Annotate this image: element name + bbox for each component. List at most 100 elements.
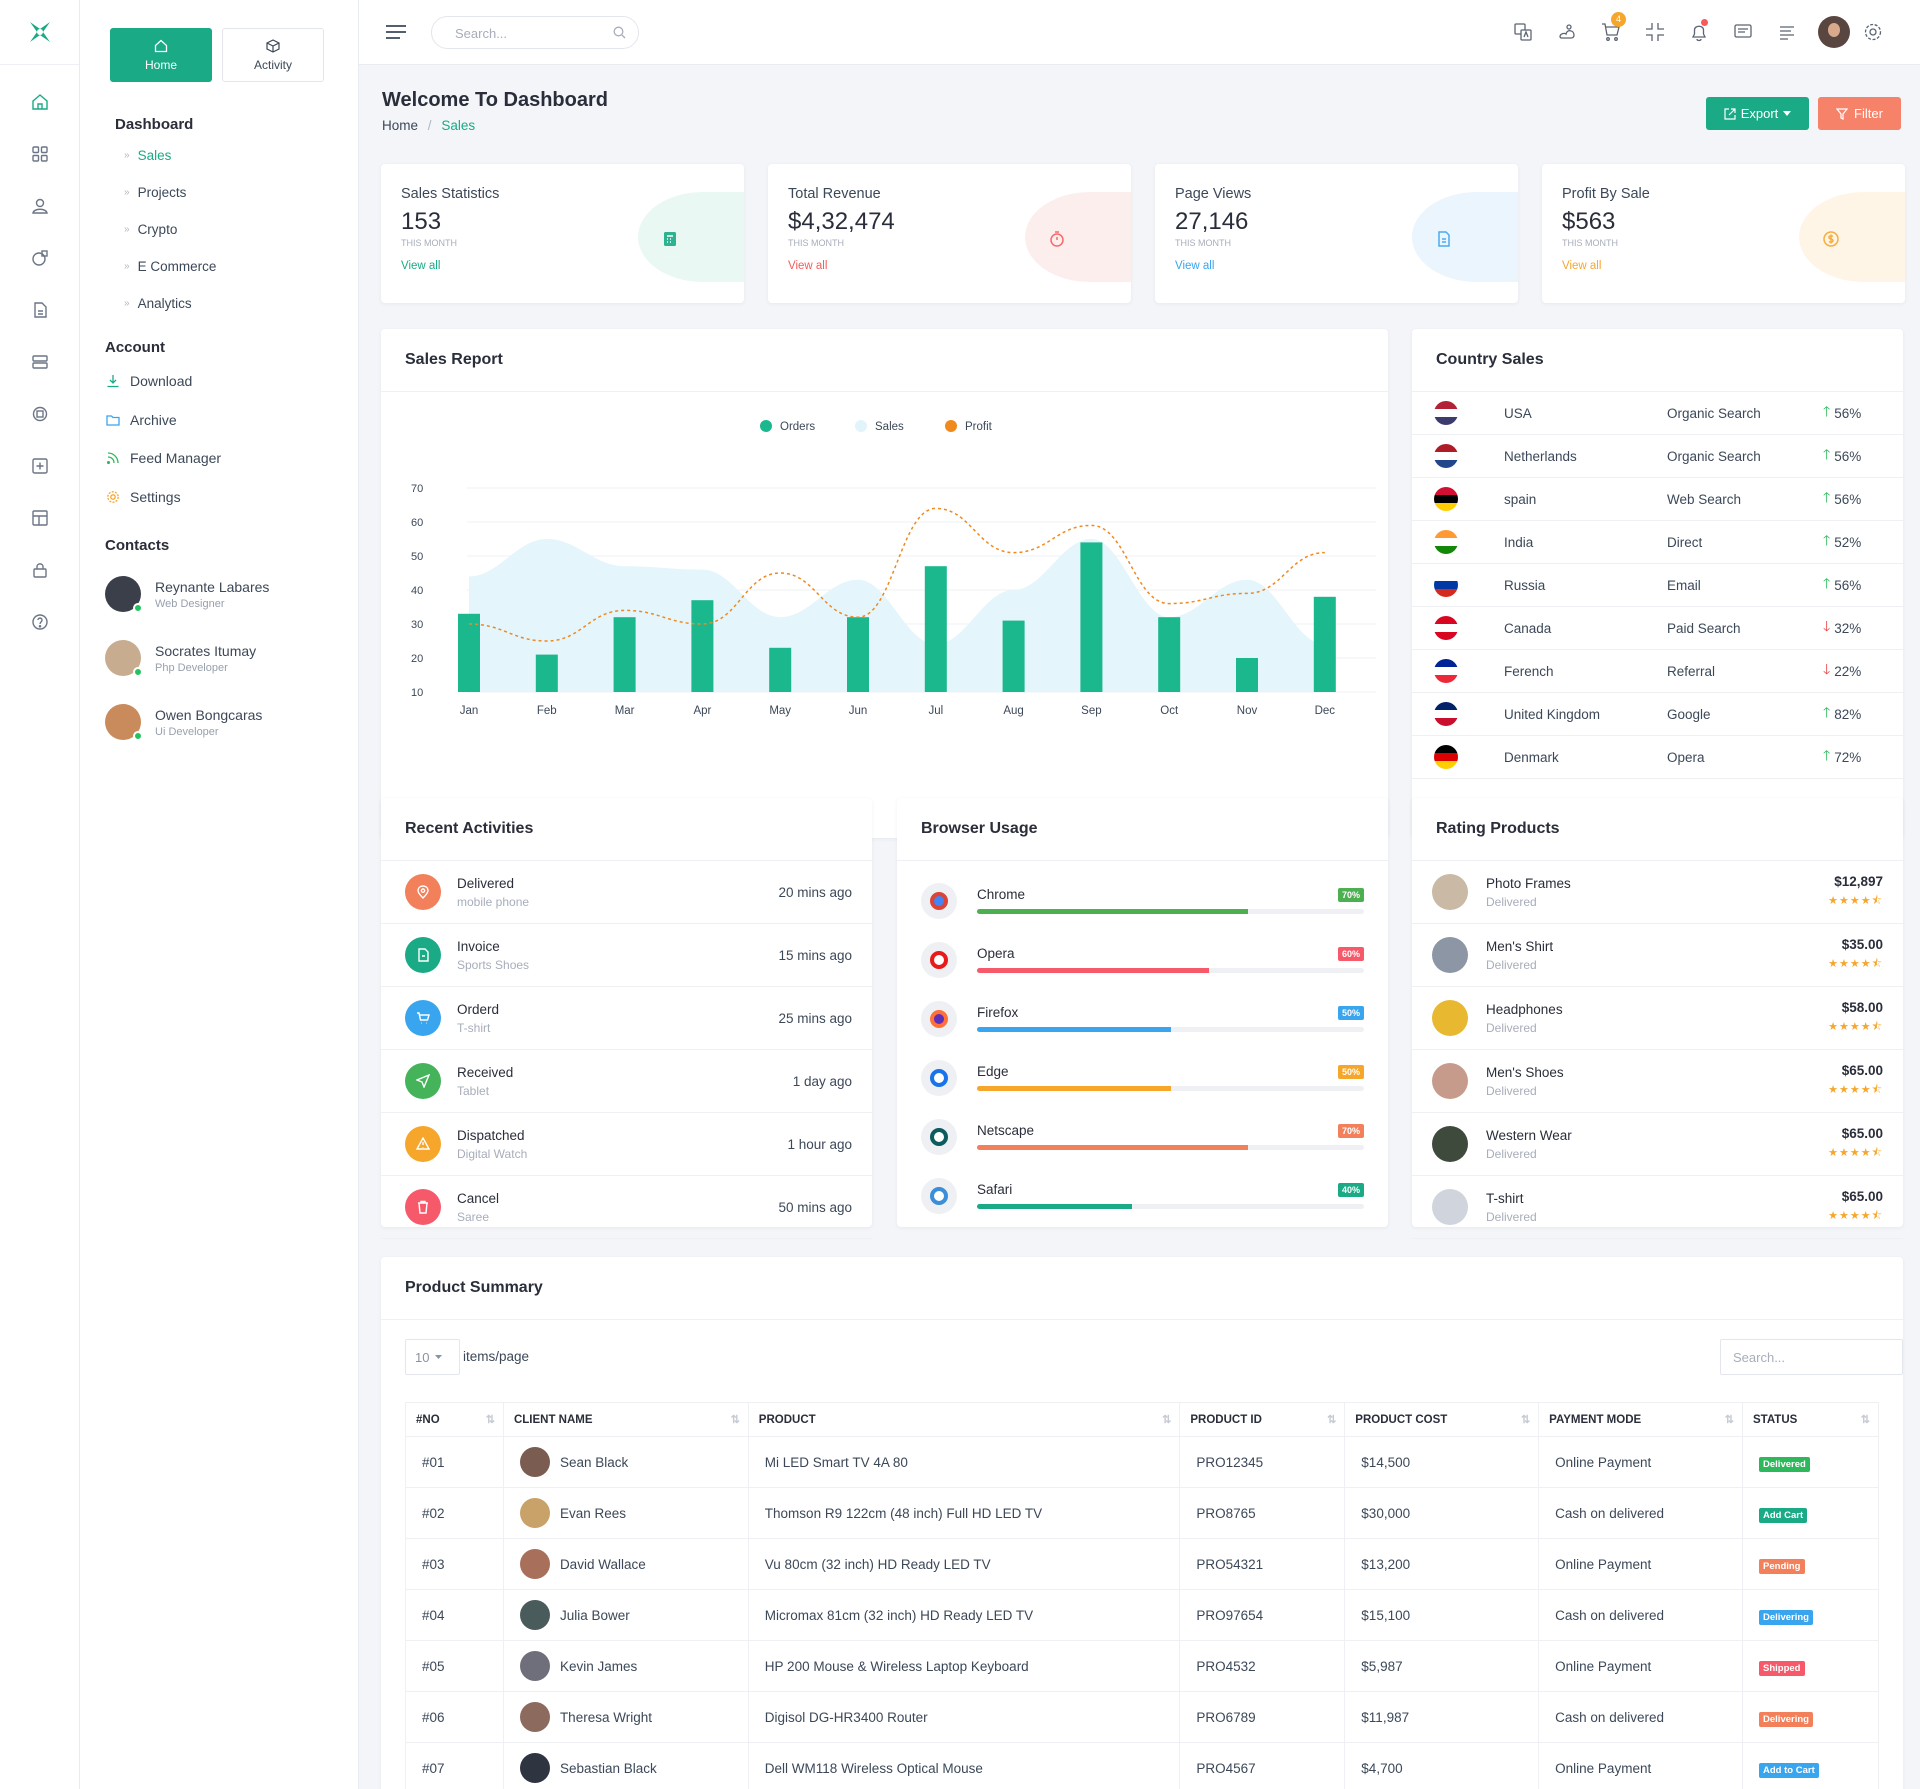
per-page-select[interactable]: 10	[405, 1339, 460, 1375]
theme-button[interactable]	[1555, 20, 1579, 44]
rail-layout-icon[interactable]	[0, 492, 80, 544]
column-header[interactable]: STATUS ⇅	[1742, 1402, 1879, 1437]
notifications-button[interactable]	[1687, 19, 1711, 44]
messages-button[interactable]	[1731, 20, 1755, 44]
avatar	[519, 1753, 550, 1783]
stat-label: Page Views	[1175, 186, 1252, 202]
country-row: spain Web Search 🡑 56%	[1412, 478, 1903, 521]
chevron-right-icon: »	[124, 150, 130, 161]
rating-product-item[interactable]: Western Wear Delivered $65.00 ★★★★⯪	[1412, 1113, 1903, 1176]
sidebar-item-ecommerce[interactable]: » E Commerce	[124, 259, 217, 274]
flag-icon	[1434, 616, 1458, 640]
country-row: India Direct 🡑 52%	[1412, 521, 1903, 564]
app-logo[interactable]	[0, 0, 79, 65]
rating-product-item[interactable]: Photo Frames Delivered $12,897 ★★★★⯪	[1412, 861, 1903, 924]
rating-product-item[interactable]: Men's Shirt Delivered $35.00 ★★★★⯪	[1412, 924, 1903, 987]
flag-icon	[1434, 573, 1458, 597]
settings-button[interactable]	[1861, 20, 1885, 44]
tab-activity[interactable]: Activity	[222, 28, 324, 82]
filter-button[interactable]: Filter	[1818, 97, 1901, 130]
activity-item[interactable]: Cancel Saree 50 mins ago	[381, 1176, 872, 1239]
arrow-down-icon: 🡓	[1823, 618, 1831, 634]
rail-lock-icon[interactable]	[0, 544, 80, 596]
cell-id: PRO4532	[1196, 1658, 1256, 1674]
contact-item[interactable]: Owen Bongcaras Ui Developer	[80, 690, 358, 754]
product-price: $65.00	[1841, 1062, 1883, 1078]
activity-item[interactable]: Received Tablet 1 day ago	[381, 1050, 872, 1113]
search-input[interactable]: Search...	[431, 16, 639, 49]
contact-item[interactable]: Socrates Itumay Php Developer	[80, 626, 358, 690]
cell-cost: $14,500	[1361, 1454, 1411, 1470]
rail-server-icon[interactable]	[0, 336, 80, 388]
table-search-input[interactable]: Search...	[1720, 1339, 1903, 1375]
column-header[interactable]: CLIENT NAME ⇅	[502, 1402, 749, 1437]
activity-item[interactable]: Delivered mobile phone 20 mins ago	[381, 861, 872, 924]
rail-chip-icon[interactable]	[0, 388, 80, 440]
fullscreen-button[interactable]	[1643, 20, 1667, 44]
rail-file-icon[interactable]	[0, 284, 80, 336]
rating-product-item[interactable]: Men's Shoes Delivered $65.00 ★★★★⯪	[1412, 1050, 1903, 1113]
rail-add-box-icon[interactable]	[0, 440, 80, 492]
view-all-link[interactable]: View all	[1175, 260, 1215, 272]
column-header[interactable]: PRODUCT ID ⇅	[1179, 1402, 1346, 1437]
sidebar-item-analytics[interactable]: » Analytics	[124, 296, 192, 311]
country-row: Denmark Opera 🡑 72%	[1412, 736, 1903, 779]
export-button[interactable]: Export	[1706, 97, 1809, 130]
menu-toggle[interactable]	[384, 20, 408, 44]
cart-button[interactable]: 4	[1599, 12, 1626, 44]
sidebar-item-projects[interactable]: » Projects	[124, 185, 187, 200]
column-header[interactable]: PRODUCT COST ⇅	[1344, 1402, 1540, 1437]
sidebar-item-sales[interactable]: » Sales	[124, 148, 172, 163]
browser-usage-card: Browser Usage Chrome 70% Opera 60% Firefox 50…	[897, 798, 1388, 1227]
column-header[interactable]: PRODUCT ⇅	[747, 1402, 1181, 1437]
product-status: Delivered	[1486, 1083, 1537, 1098]
arrow-down-icon: 🡓	[1823, 661, 1831, 677]
contact-item[interactable]: Reynante Labares Web Designer	[80, 562, 358, 626]
rating-product-item[interactable]: T-shirt Delivered $65.00 ★★★★⯪	[1412, 1176, 1903, 1239]
product-thumbnail	[1432, 874, 1468, 910]
browser-progress-track	[977, 1145, 1364, 1150]
translate-button[interactable]	[1511, 20, 1535, 44]
view-all-link[interactable]: View all	[401, 260, 441, 272]
sidebar-item-download[interactable]: Download	[80, 362, 358, 401]
user-avatar[interactable]	[1818, 16, 1850, 48]
folder-icon	[106, 415, 120, 426]
column-header[interactable]: #NO ⇅	[405, 1402, 504, 1437]
hamburger-icon	[386, 25, 406, 39]
orders-bar	[1313, 596, 1336, 692]
view-all-link[interactable]: View all	[788, 260, 828, 272]
rail-home-icon[interactable]	[0, 76, 80, 128]
search-icon	[613, 26, 626, 39]
menu-list-button[interactable]	[1775, 20, 1799, 44]
rail-help-icon[interactable]	[0, 596, 80, 648]
sidebar: Home Activity Dashboard » Sales » Projects…	[80, 0, 359, 1789]
country-source: Organic Search	[1667, 405, 1761, 421]
activity-item[interactable]: Dispatched Digital Watch 1 hour ago	[381, 1113, 872, 1176]
sidebar-item-feed-manager[interactable]: Feed Manager	[80, 439, 358, 478]
rail-user-icon[interactable]	[0, 180, 80, 232]
view-all-link[interactable]: View all	[1562, 260, 1602, 272]
rating-product-item[interactable]: Headphones Delivered $58.00 ★★★★⯪	[1412, 987, 1903, 1050]
cell-product: Mi LED Smart TV 4A 80	[764, 1454, 908, 1470]
sales-report-chart: Orders Sales Profit 10 20 30 40 50 60 70 Jan Feb Mar…	[411, 420, 1376, 717]
product-price: $58.00	[1841, 999, 1883, 1015]
tab-home[interactable]: Home	[110, 28, 212, 82]
sidebar-item-crypto[interactable]: » Crypto	[124, 222, 178, 237]
country-source: Web Search	[1667, 491, 1742, 507]
browser-name: Chrome	[977, 887, 1026, 902]
activity-subtitle: Digital Watch	[457, 1146, 528, 1161]
filter-icon	[1836, 107, 1849, 120]
breadcrumb-home[interactable]: Home	[382, 118, 419, 133]
product-status: Delivered	[1486, 1146, 1537, 1161]
rail-shapes-icon[interactable]	[0, 232, 80, 284]
arrow-up-icon: 🡑	[1823, 446, 1831, 462]
translate-icon	[1514, 23, 1532, 41]
product-name: Men's Shoes	[1486, 1064, 1564, 1080]
activity-item[interactable]: Invoice Sports Shoes 15 mins ago	[381, 924, 872, 987]
rail-apps-icon[interactable]	[0, 128, 80, 180]
sidebar-item-archive[interactable]: Archive	[80, 401, 358, 440]
sidebar-item-settings[interactable]: Settings	[80, 478, 358, 517]
column-header[interactable]: PAYMENT MODE ⇅	[1538, 1402, 1744, 1437]
cell-mode: Online Payment	[1555, 1454, 1652, 1470]
activity-item[interactable]: Orderd T-shirt 25 mins ago	[381, 987, 872, 1050]
